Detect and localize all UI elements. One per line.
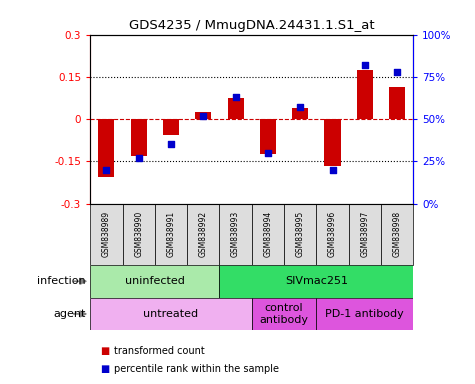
Bar [187,204,219,265]
Bar [316,298,413,330]
Bar [389,87,405,119]
Point [167,141,175,147]
Text: ■: ■ [100,346,109,356]
Bar [131,119,147,156]
Bar [324,119,341,166]
Bar [284,204,316,265]
Text: GSM838996: GSM838996 [328,211,337,257]
Bar [90,204,123,265]
Bar [219,265,413,298]
Text: infection: infection [37,276,86,286]
Text: untreated: untreated [143,309,199,319]
Text: GSM838991: GSM838991 [167,211,175,257]
Point [264,150,272,156]
Text: GSM838998: GSM838998 [393,211,401,257]
Bar [349,204,381,265]
Bar [195,112,211,119]
Point [200,113,207,119]
Text: uninfected: uninfected [125,276,185,286]
Point [135,155,142,161]
Bar [98,119,114,177]
Text: percentile rank within the sample: percentile rank within the sample [114,364,279,374]
Text: GSM838993: GSM838993 [231,211,240,257]
Title: GDS4235 / MmugDNA.24431.1.S1_at: GDS4235 / MmugDNA.24431.1.S1_at [129,19,375,32]
Bar [381,204,413,265]
Text: GSM838997: GSM838997 [361,211,369,257]
Bar [260,119,276,154]
Text: ■: ■ [100,364,109,374]
Text: transformed count: transformed count [114,346,205,356]
Text: GSM838990: GSM838990 [134,211,143,257]
Bar [90,265,219,298]
Bar [219,204,252,265]
Point [296,104,304,110]
Text: SIVmac251: SIVmac251 [285,276,348,286]
Point [232,94,239,100]
Bar [357,70,373,119]
Point [329,167,336,173]
Bar [316,204,349,265]
Point [393,69,401,75]
Bar [163,119,179,134]
Bar [155,204,187,265]
Point [103,167,110,173]
Text: GSM838992: GSM838992 [199,211,208,257]
Bar [292,108,308,119]
Text: GSM838994: GSM838994 [264,211,272,257]
Bar [123,204,155,265]
Bar [252,204,284,265]
Text: agent: agent [53,309,86,319]
Bar [228,98,244,119]
Bar [252,298,316,330]
Text: GSM838989: GSM838989 [102,211,111,257]
Bar [90,298,252,330]
Text: PD-1 antibody: PD-1 antibody [325,309,404,319]
Text: control
antibody: control antibody [259,303,309,325]
Point [361,62,369,68]
Text: GSM838995: GSM838995 [296,211,304,257]
